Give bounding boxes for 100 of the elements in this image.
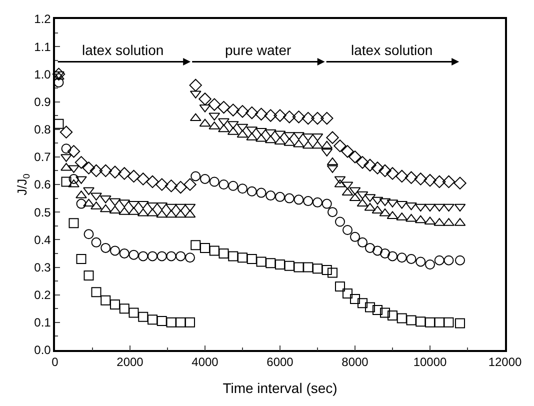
point <box>283 110 296 124</box>
point <box>209 246 220 256</box>
y-tick-label: 0.7 <box>34 150 52 164</box>
point <box>372 246 382 256</box>
point <box>425 259 435 270</box>
point <box>364 158 376 172</box>
point <box>256 128 267 136</box>
point <box>185 317 195 328</box>
point <box>372 196 384 205</box>
point <box>148 314 158 325</box>
point <box>176 251 186 262</box>
point <box>414 204 426 212</box>
point <box>148 251 158 262</box>
point <box>138 312 148 322</box>
point <box>302 112 314 125</box>
annotation: latex solution <box>351 42 433 58</box>
point <box>128 250 139 260</box>
point <box>67 145 80 158</box>
point <box>164 180 178 192</box>
point <box>226 104 240 116</box>
point <box>312 133 324 142</box>
x-tick-label: 8000 <box>342 355 369 370</box>
point <box>322 198 332 209</box>
annotation: latex solution <box>82 42 164 58</box>
y-tick-label: 0.3 <box>34 260 52 274</box>
point <box>60 162 72 171</box>
point <box>328 207 338 218</box>
y-tick-label: 0.9 <box>34 94 52 109</box>
point <box>254 108 268 121</box>
point <box>434 317 444 328</box>
point <box>372 305 382 315</box>
point <box>100 295 111 306</box>
point <box>396 313 407 324</box>
point <box>208 98 221 111</box>
point <box>156 251 167 262</box>
point <box>185 252 195 263</box>
point <box>256 256 266 267</box>
point <box>455 255 465 266</box>
point <box>455 318 465 328</box>
point <box>246 254 257 264</box>
point <box>74 156 88 169</box>
point <box>342 225 352 236</box>
point <box>350 294 360 304</box>
point <box>378 164 392 178</box>
y-tick-label: 1.2 <box>34 12 52 26</box>
point <box>119 248 130 258</box>
point <box>266 190 276 201</box>
point <box>443 204 454 212</box>
point <box>342 288 352 298</box>
point <box>424 204 436 212</box>
point <box>348 150 362 164</box>
point <box>61 144 72 154</box>
point <box>311 112 324 125</box>
point <box>138 251 148 262</box>
point <box>246 186 257 196</box>
point <box>176 317 186 328</box>
point <box>52 68 66 81</box>
x-tick-label: 0 <box>52 355 59 370</box>
point <box>166 204 177 212</box>
point <box>174 204 186 212</box>
point <box>118 167 131 180</box>
point <box>110 299 120 310</box>
point <box>256 188 266 198</box>
point <box>83 187 94 196</box>
point <box>166 210 177 218</box>
x-tick-label: 4000 <box>192 355 219 370</box>
point <box>379 208 391 216</box>
point <box>136 172 150 186</box>
point <box>236 105 249 118</box>
point <box>100 242 111 253</box>
point <box>236 130 248 138</box>
x-tick-label: 10000 <box>413 355 448 370</box>
point <box>100 204 112 212</box>
point <box>292 110 306 124</box>
point <box>137 208 149 216</box>
point <box>388 251 398 262</box>
point <box>406 254 416 264</box>
point <box>396 252 407 263</box>
point <box>184 178 196 191</box>
annotation: pure water <box>225 42 292 58</box>
point <box>434 255 444 266</box>
point <box>264 129 276 138</box>
y-tick-label: 0.8 <box>34 122 52 137</box>
x-tick-label: 12000 <box>488 355 522 370</box>
point <box>274 109 286 122</box>
point <box>166 317 176 328</box>
point <box>454 204 466 212</box>
point <box>312 140 324 149</box>
y-tick-label: 0.6 <box>34 178 52 192</box>
point <box>218 118 230 126</box>
point <box>238 184 248 194</box>
x-tick-label: 2000 <box>116 355 144 370</box>
point <box>90 164 103 178</box>
point <box>356 198 368 207</box>
point <box>386 167 399 180</box>
point <box>312 197 322 208</box>
point <box>174 180 187 194</box>
point <box>341 145 354 158</box>
point <box>454 176 466 190</box>
point <box>350 232 360 242</box>
